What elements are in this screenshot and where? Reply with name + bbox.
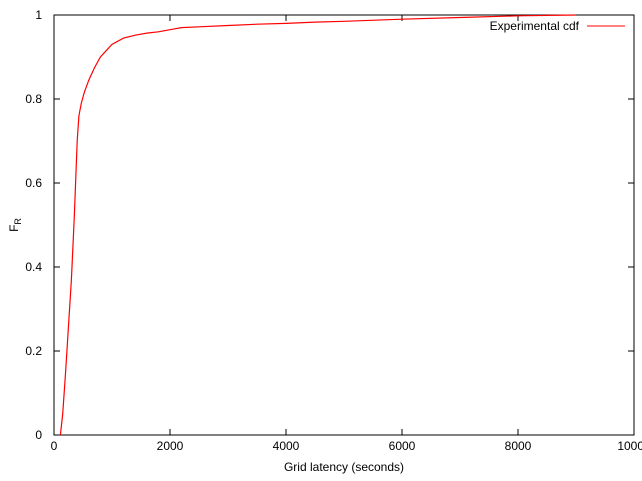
y-axis-label-subscript: R <box>13 218 23 225</box>
legend: Experimental cdf <box>490 19 625 33</box>
x-tick-label: 4000 <box>273 439 300 453</box>
axis-ticks <box>53 14 635 436</box>
x-tick-label: 6000 <box>389 439 416 453</box>
y-tick-label: 0.4 <box>25 260 42 274</box>
y-tick-label: 0.2 <box>25 344 42 358</box>
x-tick-label: 8000 <box>505 439 532 453</box>
series-line <box>59 14 577 436</box>
y-tick-label: 1 <box>35 8 42 22</box>
plot-frame <box>53 14 635 436</box>
x-axis-label: Grid latency (seconds) <box>284 460 404 474</box>
y-tick-label: 0.6 <box>25 176 42 190</box>
x-tick-label: 0 <box>51 439 58 453</box>
y-tick-label: 0 <box>35 428 42 442</box>
y-axis-label: FR <box>7 218 23 232</box>
x-tick-label: 2000 <box>157 439 184 453</box>
y-tick-label: 0.8 <box>25 92 42 106</box>
legend-label: Experimental cdf <box>490 19 580 33</box>
series-layer <box>59 14 577 436</box>
